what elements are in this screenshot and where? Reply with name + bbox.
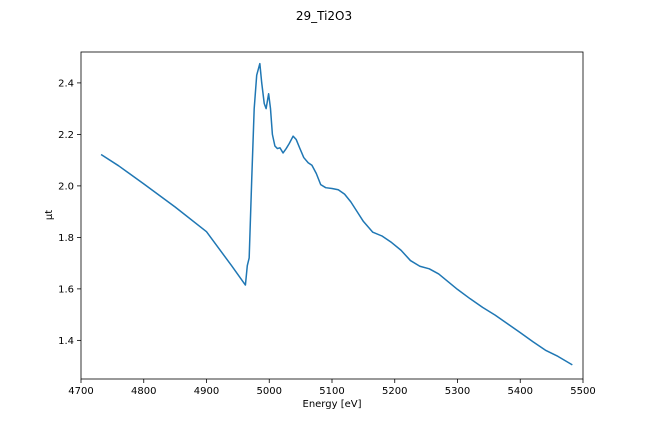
chart-title: 29_Ti2O3 (296, 9, 352, 23)
y-axis-label: μt (44, 210, 55, 220)
y-tick-label: 1.8 (58, 233, 74, 244)
x-tick-label: 4800 (131, 386, 156, 397)
x-tick-label: 5100 (319, 386, 344, 397)
y-tick-label: 1.6 (58, 284, 74, 295)
x-tick-label: 5200 (382, 386, 407, 397)
x-tick-label: 5400 (508, 386, 533, 397)
x-tick-label: 4900 (194, 386, 219, 397)
x-tick-label: 5500 (570, 386, 595, 397)
x-tick-label: 4700 (68, 386, 93, 397)
plot-frame (80, 51, 584, 380)
series-line (100, 62, 573, 366)
y-tick-label: 2.4 (58, 78, 74, 89)
y-tick-label: 1.4 (58, 336, 74, 347)
x-axis-label: Energy [eV] (303, 399, 362, 410)
x-tick-label: 5300 (445, 386, 470, 397)
x-axis: 4700 4800 4900 5000 5100 5200 5300 5400 5500 (68, 379, 596, 397)
y-tick-label: 2.0 (58, 181, 74, 192)
x-tick-label: 5000 (257, 386, 282, 397)
y-axis: 1.4 1.6 1.8 2.0 2.2 2.4 (58, 78, 81, 347)
y-tick-label: 2.2 (58, 130, 74, 141)
series-layer (100, 62, 573, 366)
